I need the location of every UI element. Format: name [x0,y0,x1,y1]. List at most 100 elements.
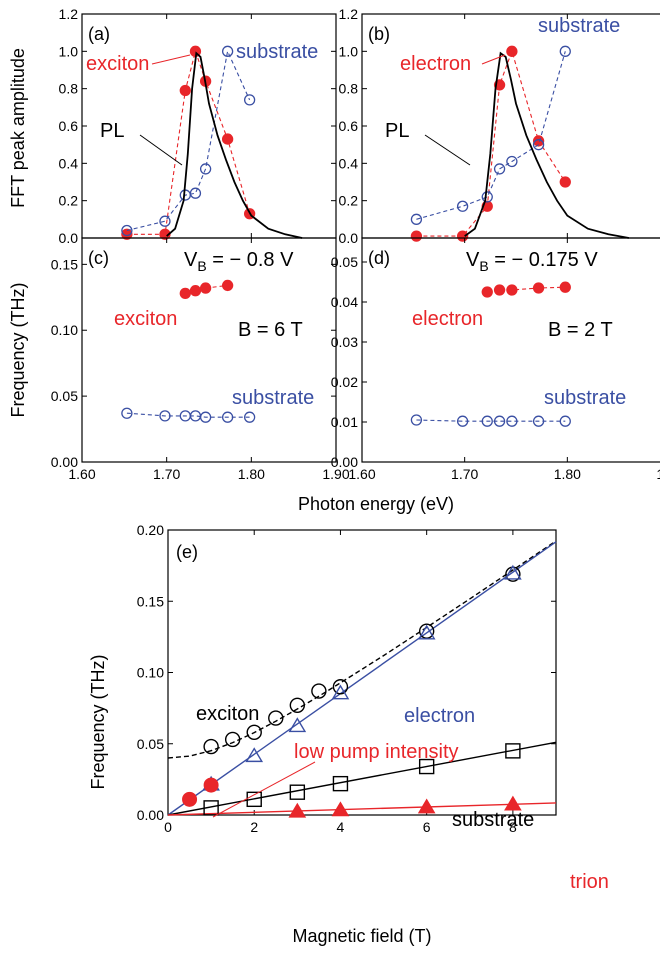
panel-a-ytick-label: 0.0 [59,230,79,246]
panel-d-frame [361,237,660,463]
panel-e-xtick-label: 8 [509,819,517,835]
panel-e-substrate-point [332,775,349,792]
panel-d-electron-point [493,284,506,296]
panel-a-pl-pointer [139,134,183,166]
panel-b-ytick-label: 1.0 [339,43,359,59]
panel-b-substrate-point [481,191,493,203]
panel-c-exciton-point [189,285,202,297]
panel-e-xtick-label: 0 [164,819,172,835]
panel-c-ytick-label: 0.05 [51,388,78,404]
panel-d-electron-point [481,286,493,298]
panel-d-substrate-line [416,419,566,422]
panel-a-substrate-point [243,94,256,106]
panel-a-label: (a) [88,24,110,44]
panel-e-trion-point [288,802,307,818]
panel-b-ytick-label: 0.0 [339,230,359,246]
panel-a-ytick-label: 0.6 [59,118,79,134]
panel-c-exciton-point [179,287,191,299]
top-ylabel-freq: Frequency (THz) [8,282,28,417]
panel-c-substrate-line [126,412,250,418]
panel-c-ytick-label: 0.15 [51,256,78,272]
panel-e-exciton-point [246,724,262,741]
panel-c-label: (c) [88,248,109,268]
panel-e-xtick-label: 4 [337,819,345,835]
panel-c-substrate-point [199,411,212,423]
panel-e: 0.00 0.05 0.10 0.15 0.20 0 2 4 6 8 (e) exciton el… [88,522,609,946]
panel-b-substrate-point [493,163,506,175]
panel-e-low-pump-intensity-point [203,777,219,793]
panel-d-ytick-label: 0.01 [331,414,358,430]
panel-c-substrate-point [121,407,133,419]
panel-d-electron-point [532,282,545,294]
panel-b-pl-label: PL [385,120,409,142]
panel-e-ytick-label: 0.10 [137,665,164,681]
panel-e-trion-point [504,795,522,811]
panel-c-field-label: B = 6 T [238,319,303,341]
panel-a-substrate-point [159,215,171,227]
panel-b-substrate-point [456,200,469,212]
panel-a-ytick-label: 1.0 [59,43,79,59]
panel-b-electron-point [506,45,518,57]
panel-c-substrate-point [159,410,171,422]
panel-d-substrate-point [456,415,469,427]
panel-b-pl-curve [464,51,630,239]
panel-e-exciton-point [203,738,219,755]
panel-c-substrate-point [221,411,234,423]
panel-e-substrate-point [246,791,262,808]
panel-a-substrate-point [199,163,212,175]
panel-e-trion-point [417,798,436,814]
panel-c-bias-label: VB = − 0.8 V [184,249,294,274]
panel-c: 0.00 0.05 0.10 0.15 1.60 1.70 1.80 1.90 (c) VB … [51,237,350,482]
panel-e-substrate-label: substrate [452,809,534,831]
panel-d-substrate-label: substrate [544,387,626,409]
panel-b-ytick-label: 1.2 [339,6,359,22]
panel-c-xtick-label: 1.80 [238,466,265,482]
panel-d-substrate-point [410,414,423,426]
panel-b-substrate-line [416,51,566,220]
panel-d-xtick-label: 1.70 [451,466,478,482]
panel-d-label: (d) [368,248,390,268]
panel-e-exciton-label: exciton [196,703,259,725]
panel-a-exciton-label: exciton [86,53,149,75]
panel-e-electron-point [245,747,264,763]
panel-d-electron-point [506,284,518,296]
panel-e-ytick-label: 0.20 [137,522,164,538]
panel-b-ytick-label: 0.8 [339,81,359,97]
panel-c-exciton-point [221,279,234,292]
panel-a-ytick-label: 0.8 [59,81,79,97]
panel-b-substrate-point [506,155,518,168]
panel-d-xtick-label: 1.80 [554,466,581,482]
panel-e-low-pump-pointer [212,761,316,818]
panel-e-electron-point [331,684,350,700]
panel-d-substrate-point [493,415,506,427]
panel-a-exciton-pointer [151,54,191,65]
panel-b-substrate-point [532,139,545,151]
panel-b-electron-point [410,230,423,242]
panel-e-substrate-point [289,784,306,800]
panel-e-substrate-point [505,743,521,759]
panel-c-xtick-label: 1.60 [68,466,95,482]
panel-b: 0.0 0.2 0.4 0.6 0.8 1.0 1.2 (b) electron subst… [339,6,660,246]
panel-c-xtick-label: 1.90 [322,466,349,482]
top-ylabel-fft: FFT peak amplitude [8,48,28,208]
panel-b-substrate-point [410,213,423,225]
panel-a-substrate-label: substrate [236,41,318,63]
panel-c-exciton-point [199,282,212,294]
panel-a-exciton-point [121,228,133,240]
panel-d: 0.00 0.01 0.02 0.03 0.04 0.05 1.60 1.70 1.80 1.90… [331,237,660,482]
panel-b-pl-pointer [424,134,471,166]
panel-d-substrate-point [506,415,518,427]
panel-e-electron-label: electron [404,705,475,727]
panel-e-substrate-point [418,758,435,775]
panel-a-pl-label: PL [100,120,124,142]
panel-d-field-label: B = 2 T [548,319,613,341]
panel-d-ytick-label: 0.02 [331,374,358,390]
top-xlabel: Photon energy (eV) [298,494,454,514]
panel-c-exciton-label: exciton [114,308,177,330]
panel-e-exciton-point [268,710,284,726]
panel-e-xtick-label: 2 [250,819,258,835]
panel-d-electron-point [559,281,571,293]
panel-d-ytick-label: 0.00 [331,454,358,470]
panel-e-ytick-label: 0.05 [137,736,164,752]
